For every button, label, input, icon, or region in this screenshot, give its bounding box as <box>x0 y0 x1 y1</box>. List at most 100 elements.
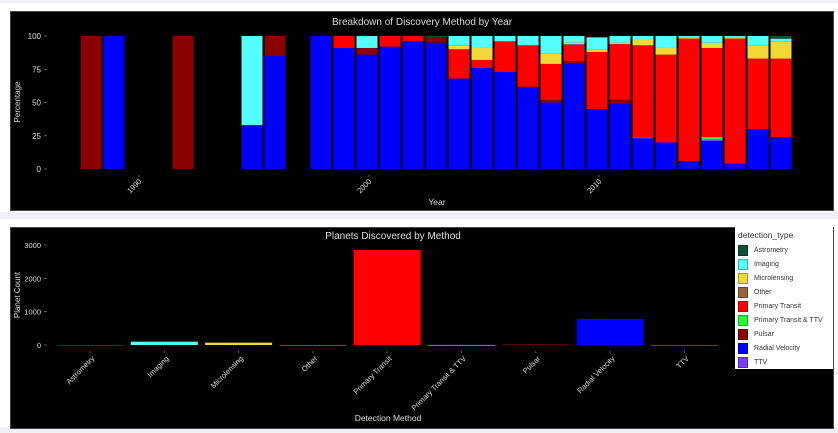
bar-segment-2010-primary-transit <box>586 51 608 110</box>
bar-segment-2000-radial-velocity <box>356 54 378 170</box>
bar-segment-2011-pulsar <box>609 99 631 104</box>
bar-segment-2014-imaging <box>678 36 700 38</box>
legend-swatch <box>738 287 748 299</box>
y-tick-label: 2000 <box>24 274 41 283</box>
legend-label: Primary Transit <box>754 303 802 310</box>
method-count-chart: Planets Discovered by Method Planet Count… <box>13 231 718 423</box>
x-tick-label: Microlensing <box>209 354 245 390</box>
bar-segment-2009-primary-transit <box>563 45 585 62</box>
bar-segment-2006-imaging <box>494 36 516 42</box>
bar-segment-2015-radial-velocity <box>701 141 723 169</box>
bar-segment-2011-radial-velocity <box>609 103 631 169</box>
bar-segment-2010-radial-velocity <box>586 109 608 169</box>
bar-segment-2016-imaging <box>724 36 746 38</box>
bar-segment-2006-primary-transit <box>494 41 516 72</box>
y-tick-label: 3000 <box>24 241 41 250</box>
bar-segment-1988-pulsar <box>80 36 102 169</box>
bar-segment-2005-microlensing <box>471 47 493 60</box>
legend-title: detection_type <box>738 230 794 240</box>
y-tick-label: 50 <box>32 99 41 108</box>
bar-segment-2011-microlensing <box>609 42 631 44</box>
y-tick-label: 0 <box>37 341 41 350</box>
bar-segment-2013-imaging <box>655 36 677 48</box>
bar-primary-transit-ttv <box>428 344 495 346</box>
year-breakdown-chart: Breakdown of Discovery Method by Year Per… <box>13 17 792 207</box>
bar-segment-2013-radial-velocity <box>655 142 677 169</box>
legend-swatch <box>738 314 748 326</box>
legend-label: Radial Velocity <box>754 344 800 352</box>
bar-segment-1996-pulsar <box>264 36 286 56</box>
bar-segment-2003-pulsar <box>425 37 447 43</box>
bar-segment-2013-primary-transit <box>655 54 677 143</box>
bar-segment-2010-imaging <box>586 37 608 50</box>
bar-segment-2004-microlensing <box>448 45 470 50</box>
legend-label: Astrometry <box>754 247 788 255</box>
bar-segment-2011-primary-transit <box>609 43 631 100</box>
legend-label: Other <box>754 289 772 297</box>
chart-title: Breakdown of Discovery Method by Year <box>332 17 513 28</box>
y-axis-label: Planet Count <box>13 271 22 318</box>
bar-segment-2018-radial-velocity <box>770 137 792 169</box>
bar-segment-1999-radial-velocity <box>333 47 355 169</box>
bar-segment-2011-imaging <box>609 36 631 43</box>
bar-segment-2007-primary-transit <box>517 45 539 87</box>
bar-segment-2016-primary-transit <box>724 38 746 164</box>
bar-segment-2009-imaging <box>563 36 585 43</box>
bar-radial-velocity <box>576 319 644 345</box>
bar-segment-2000-pulsar <box>356 47 378 55</box>
bar-segment-1995-imaging <box>241 36 263 126</box>
legend-item-ttv: TTV <box>738 355 833 369</box>
x-tick-label: Pulsar <box>521 354 543 376</box>
bar-pulsar <box>502 344 570 346</box>
bar-segment-2018-microlensing <box>770 41 792 59</box>
legend-label: Microlensing <box>754 275 794 283</box>
legend-item-imaging: Imaging <box>738 258 833 272</box>
bar-segment-2018-primary-transit <box>770 58 792 138</box>
legend-swatch <box>738 245 748 257</box>
legend-item-astrometry: Astrometry <box>738 244 833 258</box>
y-tick-label: 75 <box>32 65 41 74</box>
bar-segment-2015-imaging <box>701 36 723 43</box>
legend-label: Imaging <box>754 261 779 269</box>
bar-segment-2004-imaging <box>448 36 470 46</box>
bar-segment-2008-imaging <box>540 36 562 54</box>
bar-segment-2009-other <box>563 43 585 46</box>
legend-item-microlensing: Microlensing <box>738 272 833 286</box>
x-tick-label: TTV <box>674 354 690 370</box>
legend-label: TTV <box>754 358 768 366</box>
x-axis-label: Detection Method <box>355 413 422 423</box>
x-axis-label: Year <box>428 197 445 207</box>
bar-segment-2001-primary-transit <box>379 36 401 47</box>
bar-segment-2017-radial-velocity <box>747 129 769 169</box>
x-tick-label: Imaging <box>145 354 170 379</box>
bar-segment-1992-pulsar <box>172 36 194 169</box>
bar-segment-2000-imaging <box>356 36 378 48</box>
bar-astrometry <box>56 344 124 346</box>
legend-item-other: Other <box>738 286 833 300</box>
bar-segment-2009-microlensing <box>563 42 585 44</box>
y-tick-label: 0 <box>37 165 42 174</box>
x-tick-label: Astrometry <box>64 354 96 386</box>
bar-segment-2013-microlensing <box>655 47 677 55</box>
bar-segment-2009-radial-velocity <box>563 63 585 169</box>
method-chart-area: Planets Discovered by Method Planet Count… <box>10 227 834 429</box>
x-tick-label: 2010 <box>585 177 603 195</box>
bar-segment-2003-radial-velocity <box>425 42 447 169</box>
y-tick-label: 1000 <box>24 308 41 317</box>
bar-segment-2014-radial-velocity <box>678 161 700 169</box>
bar-segment-2009-pulsar <box>563 61 585 64</box>
bar-segment-2014-primary-transit <box>678 38 700 162</box>
x-tick-label: 1990 <box>125 177 143 195</box>
y-tick-label: 100 <box>28 32 42 41</box>
bar-segment-2017-imaging <box>747 36 769 46</box>
bar-segment-1999-primary-transit <box>333 36 355 48</box>
bar-segment-2015-primary-transit <box>701 47 723 138</box>
bar-segment-2012-primary-transit <box>632 45 654 138</box>
y-axis-label: Percentage <box>13 81 22 122</box>
bar-segment-2015-microlensing <box>701 42 723 48</box>
bar-segment-2010-microlensing <box>586 49 608 52</box>
bar-segment-2016-microlensing <box>724 37 746 39</box>
x-tick-label: Other <box>300 354 320 374</box>
bar-segment-2018-imaging <box>770 38 792 42</box>
bar-segment-2014-microlensing <box>678 37 700 39</box>
